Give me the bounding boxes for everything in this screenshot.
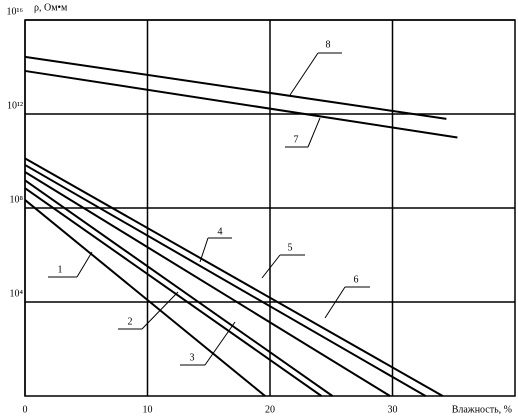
- x-axis-label: Влажность, %: [452, 404, 512, 415]
- line-series: [24, 179, 334, 397]
- line-series: [24, 199, 266, 397]
- leader-line: [261, 254, 281, 279]
- series-label: 6: [354, 274, 359, 285]
- leader-line: [76, 251, 93, 278]
- y-tick-label: 10⁸: [10, 194, 24, 205]
- line-series: [24, 171, 391, 397]
- leader-line: [199, 237, 209, 263]
- x-tick-label: 10: [143, 404, 153, 415]
- leader-line: [289, 52, 319, 96]
- series-label: 2: [128, 316, 133, 327]
- leader-line: [307, 117, 321, 148]
- series-label: 5: [288, 242, 293, 253]
- y-tick-label: 10¹⁶: [7, 6, 24, 17]
- line-series: [24, 157, 444, 397]
- series-label: 3: [190, 352, 195, 363]
- leader-line: [324, 286, 346, 319]
- leader-line: [204, 321, 236, 366]
- series-label: 4: [218, 226, 223, 237]
- x-tick-label: 30: [388, 404, 398, 415]
- line-series: [24, 164, 427, 397]
- line-series: [24, 69, 458, 139]
- x-tick-label: 20: [265, 404, 275, 415]
- line-series: [24, 55, 447, 120]
- line-series: [24, 187, 323, 397]
- series-label: 1: [58, 264, 63, 275]
- series-label: 7: [294, 134, 299, 145]
- y-axis-label: ρ, Ом•м: [34, 2, 68, 13]
- series-label: 8: [326, 39, 331, 50]
- y-tick-label: 10⁴: [10, 288, 24, 299]
- x-tick-label: 0: [23, 404, 28, 415]
- y-tick-label: 10¹²: [7, 100, 23, 111]
- leader-line: [141, 291, 179, 330]
